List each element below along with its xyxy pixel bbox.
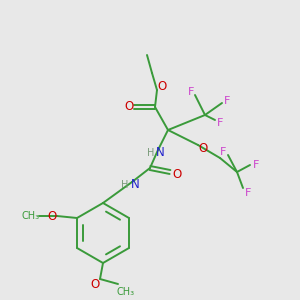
- Text: F: F: [245, 188, 251, 198]
- Text: H: H: [121, 180, 129, 190]
- Text: CH₃: CH₃: [22, 211, 40, 221]
- Text: O: O: [90, 278, 100, 290]
- Text: F: F: [217, 118, 223, 128]
- Text: F: F: [188, 87, 194, 97]
- Text: O: O: [47, 209, 57, 223]
- Text: F: F: [224, 96, 230, 106]
- Text: H: H: [147, 148, 155, 158]
- Text: CH₃: CH₃: [117, 287, 135, 297]
- Text: O: O: [172, 169, 182, 182]
- Text: N: N: [130, 178, 140, 190]
- Text: O: O: [158, 80, 166, 94]
- Text: F: F: [220, 147, 226, 157]
- Text: O: O: [124, 100, 134, 113]
- Text: O: O: [198, 142, 208, 154]
- Text: N: N: [156, 146, 164, 158]
- Text: F: F: [253, 160, 259, 170]
